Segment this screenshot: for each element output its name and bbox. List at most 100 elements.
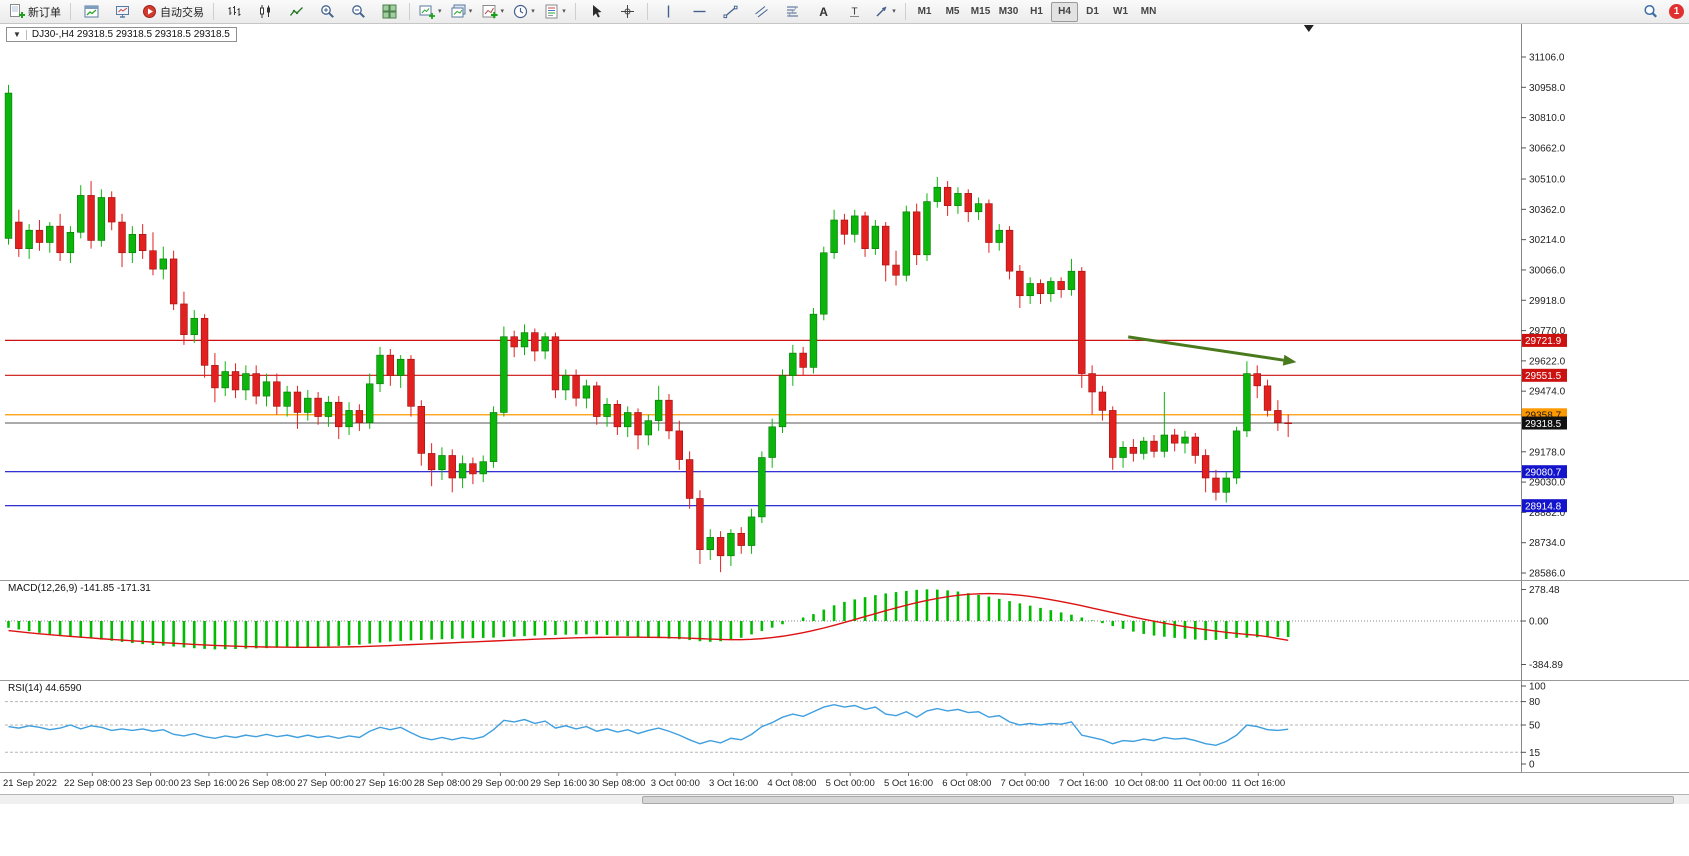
timeframe-m1[interactable]: M1	[917, 6, 932, 17]
vertical-line-button[interactable]	[653, 1, 683, 23]
macd-panel[interactable]: 278.48 0.00 -384.89	[0, 580, 1689, 680]
separator	[70, 3, 71, 20]
svg-text:10 Oct 08:00: 10 Oct 08:00	[1114, 778, 1168, 789]
timeframe-m30[interactable]: M30	[998, 6, 1019, 17]
cursor-icon	[589, 4, 604, 19]
main-chart-canvas[interactable]: 31106.0 30958.0 30810.0 30662.0 30510.0 30362…	[0, 24, 1689, 580]
notification-count: 1	[1673, 6, 1680, 17]
text-icon: A	[816, 4, 831, 19]
svg-text:30362.0: 30362.0	[1529, 205, 1566, 216]
chart-window-button[interactable]	[76, 1, 106, 23]
svg-text:6 Oct 08:00: 6 Oct 08:00	[942, 778, 991, 789]
svg-text:28 Sep 08:00: 28 Sep 08:00	[414, 778, 471, 789]
svg-text:29474.0: 29474.0	[1529, 387, 1566, 398]
svg-text:11 Oct 00:00: 11 Oct 00:00	[1173, 778, 1227, 789]
svg-text:21 Sep 2022: 21 Sep 2022	[3, 778, 57, 789]
svg-text:29622.0: 29622.0	[1529, 356, 1566, 367]
candlestick-chart-button[interactable]	[250, 1, 280, 23]
svg-text:27 Sep 16:00: 27 Sep 16:00	[356, 778, 413, 789]
add-indicator-button[interactable]: ▾	[478, 1, 509, 23]
shapes-button[interactable]: ▾	[870, 1, 900, 23]
line-chart-button[interactable]	[281, 1, 311, 23]
svg-text:29178.0: 29178.0	[1529, 447, 1566, 458]
rsi-panel[interactable]: 100 80 50 150	[0, 680, 1689, 772]
new-chart-icon	[419, 4, 435, 19]
chart-profiles-button[interactable]: ▾	[447, 1, 477, 23]
svg-text:29770.0: 29770.0	[1529, 326, 1566, 337]
search-button[interactable]	[1635, 1, 1665, 23]
time-axis[interactable]: 21 Sep 2022 22 Sep 08:00 23 Sep 00:00 23 Se…	[0, 772, 1689, 794]
svg-text:0: 0	[1529, 760, 1535, 771]
zoom-in-button[interactable]	[312, 1, 342, 23]
vertical-line-icon	[661, 4, 676, 19]
zoom-in-icon	[320, 4, 335, 19]
terminal-icon	[115, 4, 130, 19]
timeframe-mn[interactable]: MN	[1140, 6, 1157, 17]
separator	[409, 3, 410, 20]
candlestick-chart-icon	[258, 4, 273, 19]
horizontal-line-button[interactable]	[684, 1, 714, 23]
dropdown-caret: ▾	[468, 8, 473, 15]
channel-button[interactable]	[746, 1, 776, 23]
chart-profiles-icon	[451, 4, 466, 19]
timeframe-d1[interactable]: D1	[1086, 6, 1099, 17]
tile-windows-button[interactable]	[374, 1, 404, 23]
divider	[25, 29, 27, 40]
svg-text:29030.0: 29030.0	[1529, 478, 1566, 489]
svg-text:30810.0: 30810.0	[1529, 113, 1566, 124]
new-order-button[interactable]: 新订单	[5, 1, 65, 23]
svg-text:29918.0: 29918.0	[1529, 296, 1566, 307]
svg-text:29 Sep 00:00: 29 Sep 00:00	[472, 778, 529, 789]
svg-text:A: A	[819, 5, 828, 19]
template-button[interactable]: ▾	[540, 1, 570, 23]
periods-button[interactable]: ▾	[509, 1, 539, 23]
zoom-out-icon	[351, 4, 366, 19]
dropdown-caret: ▾	[500, 8, 505, 15]
crosshair-icon	[620, 4, 635, 19]
timeframe-m5[interactable]: M5	[945, 6, 960, 17]
text-label-button[interactable]: T	[839, 1, 869, 23]
autotrading-button[interactable]: 自动交易	[138, 1, 208, 23]
zoom-out-button[interactable]	[343, 1, 373, 23]
svg-text:30 Sep 08:00: 30 Sep 08:00	[589, 778, 646, 789]
add-indicator-icon	[482, 4, 498, 19]
svg-text:28734.0: 28734.0	[1529, 538, 1566, 549]
crosshair-button[interactable]	[612, 1, 642, 23]
svg-text:15: 15	[1529, 748, 1541, 759]
terminal-button[interactable]	[107, 1, 137, 23]
dropdown-caret: ▾	[438, 8, 442, 15]
fibonacci-button[interactable]	[777, 1, 807, 23]
svg-text:30958.0: 30958.0	[1529, 83, 1566, 94]
search-icon	[1643, 4, 1658, 19]
new-order-label: 新订单	[28, 6, 61, 19]
svg-text:0.00: 0.00	[1529, 617, 1549, 628]
timeframe-m15[interactable]: M15	[970, 6, 991, 17]
new-chart-button[interactable]: ▾	[415, 1, 446, 23]
svg-text:80: 80	[1529, 697, 1541, 708]
dropdown-caret: ▾	[531, 8, 535, 15]
text-button[interactable]: A	[808, 1, 838, 23]
bar-chart-button[interactable]	[219, 1, 249, 23]
svg-text:11 Oct 16:00: 11 Oct 16:00	[1231, 778, 1285, 789]
svg-text:22 Sep 08:00: 22 Sep 08:00	[64, 778, 121, 789]
scrollbar-thumb[interactable]	[641, 796, 1675, 804]
timeframe-w1[interactable]: W1	[1113, 6, 1129, 17]
clock-icon	[513, 4, 528, 19]
svg-text:4 Oct 08:00: 4 Oct 08:00	[767, 778, 816, 789]
timeframe-h1[interactable]: H1	[1030, 6, 1043, 17]
collapse-icon[interactable]: ▼	[13, 30, 21, 39]
horizontal-scrollbar[interactable]	[0, 794, 1689, 804]
svg-text:28586.0: 28586.0	[1529, 569, 1566, 580]
chart-title-bar[interactable]: ▼ DJ30-,H4 29318.5 29318.5 29318.5 29318…	[6, 27, 237, 42]
horizontal-line-icon	[692, 4, 707, 19]
svg-text:3 Oct 00:00: 3 Oct 00:00	[651, 778, 700, 789]
timeframe-h4[interactable]: H4	[1051, 1, 1079, 22]
cursor-button[interactable]	[581, 1, 611, 23]
fibonacci-icon	[785, 4, 800, 19]
trendline-button[interactable]	[715, 1, 745, 23]
notification-badge[interactable]: 1	[1669, 4, 1684, 19]
svg-text:30510.0: 30510.0	[1529, 175, 1566, 186]
separator	[647, 3, 649, 20]
svg-text:29318.5: 29318.5	[1525, 419, 1562, 430]
